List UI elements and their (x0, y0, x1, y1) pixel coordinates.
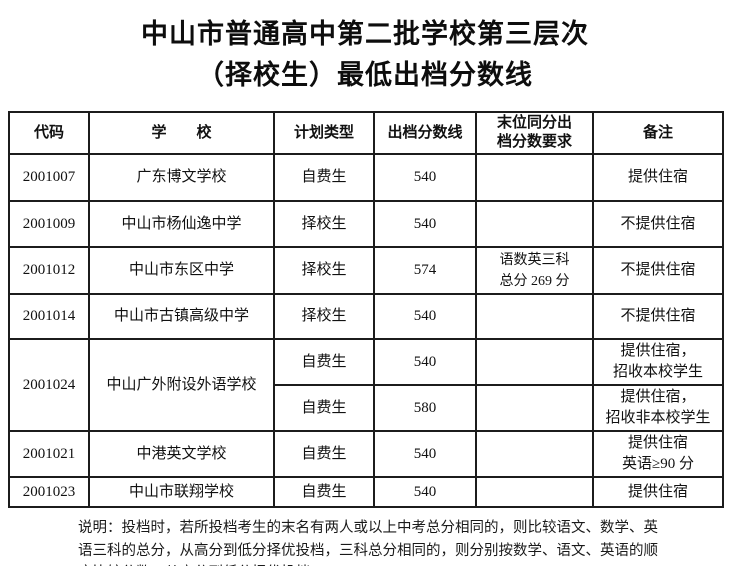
document-page: 中山市普通高中第二批学校第三层次 （择校生）最低出档分数线 代码 学 校 计划类… (0, 14, 730, 566)
score-cell: 574 (373, 246, 477, 295)
page-title-line-2: （择校生）最低出档分数线 (197, 60, 533, 90)
header-code: 代码 (8, 111, 90, 155)
plan-type-cell: 自费生 (273, 430, 375, 478)
school-cell: 中山市东区中学 (88, 246, 275, 295)
score-cell: 540 (373, 293, 477, 340)
score-cell: 580 (373, 384, 477, 432)
remark-cell: 不提供住宿 (592, 293, 724, 340)
remark-cell: 提供住宿， 招收非本校学生 (592, 384, 724, 432)
school-cell: 中山市联翔学校 (88, 476, 275, 508)
page-title-line-1: 中山市普通高中第二批学校第三层次 (141, 19, 589, 49)
school-cell: 中山市古镇高级中学 (88, 293, 275, 340)
tie-break-cell (475, 430, 594, 478)
score-cell: 540 (373, 153, 477, 202)
remark-cell: 不提供住宿 (592, 200, 724, 248)
header-school: 学 校 (88, 111, 275, 155)
school-cell: 广东博文学校 (88, 153, 275, 202)
plan-type-cell: 择校生 (273, 246, 375, 295)
remark-cell: 提供住宿 英语≥90 分 (592, 430, 724, 478)
plan-type-cell: 择校生 (273, 200, 375, 248)
code-cell: 2001014 (8, 293, 90, 340)
page-title: 中山市普通高中第二批学校第三层次 （择校生）最低出档分数线 (0, 14, 730, 96)
code-cell: 2001012 (8, 246, 90, 295)
plan-type-cell: 择校生 (273, 293, 375, 340)
notes-line-3: 序比较分数，从高分到低分择优投档。 (78, 562, 708, 566)
table-row: 2001024 中山广外附设外语学校 自费生 540 提供住宿， 招收本校学生 (8, 338, 724, 432)
plan-type-cell: 自费生 (273, 153, 375, 202)
table-row: 2001009 中山市杨仙逸中学 择校生 540 不提供住宿 (8, 200, 724, 248)
table-header-row: 代码 学 校 计划类型 出档分数线 末位同分出 档分数要求 备注 (8, 111, 724, 155)
notes: 说明：投档时，若所投档考生的末名有两人或以上中考总分相同的，则比较语文、数学、英… (78, 517, 708, 566)
table-row: 2001007 广东博文学校 自费生 540 提供住宿 (8, 153, 724, 202)
code-cell: 2001023 (8, 476, 90, 508)
tie-break-cell (475, 338, 594, 386)
score-table: 代码 学 校 计划类型 出档分数线 末位同分出 档分数要求 备注 2001007… (8, 111, 724, 508)
tie-break-cell: 语数英三科 总分 269 分 (475, 246, 594, 295)
tie-break-cell (475, 200, 594, 248)
school-cell: 中山市杨仙逸中学 (88, 200, 275, 248)
notes-line-1: 说明：投档时，若所投档考生的末名有两人或以上中考总分相同的，则比较语文、数学、英 (78, 520, 658, 536)
score-cell: 540 (373, 476, 477, 508)
code-cell: 2001009 (8, 200, 90, 248)
header-tie-break: 末位同分出 档分数要求 (475, 111, 594, 155)
tie-break-cell (475, 384, 594, 432)
school-cell: 中港英文学校 (88, 430, 275, 478)
table-row: 2001023 中山市联翔学校 自费生 540 提供住宿 (8, 476, 724, 508)
remark-cell: 不提供住宿 (592, 246, 724, 295)
plan-type-cell: 自费生 (273, 476, 375, 508)
table-row: 2001014 中山市古镇高级中学 择校生 540 不提供住宿 (8, 293, 724, 340)
score-cell: 540 (373, 200, 477, 248)
code-cell: 2001007 (8, 153, 90, 202)
remark-cell: 提供住宿 (592, 153, 724, 202)
table-row: 自费生 580 提供住宿， 招收非本校学生 (9, 384, 724, 432)
plan-type-cell: 自费生 (273, 338, 375, 386)
notes-line-2: 语三科的总分，从高分到低分择优投档，三科总分相同的，则分别按数学、语文、英语的顺 (78, 542, 658, 559)
score-cell: 540 (373, 430, 477, 478)
tie-break-cell (475, 153, 594, 202)
tie-break-cell (475, 476, 594, 508)
plan-type-cell: 自费生 (273, 384, 375, 432)
header-remark: 备注 (592, 111, 724, 155)
header-plan-type: 计划类型 (273, 111, 375, 155)
table-row: 2001021 中港英文学校 自费生 540 提供住宿 英语≥90 分 (8, 430, 724, 478)
score-cell: 540 (373, 338, 477, 386)
code-cell: 2001024 (8, 338, 90, 432)
header-score-line: 出档分数线 (373, 111, 477, 155)
tie-break-cell (475, 293, 594, 340)
school-cell: 中山广外附设外语学校 (88, 338, 275, 432)
table-row: 2001012 中山市东区中学 择校生 574 语数英三科 总分 269 分 不… (8, 246, 724, 295)
remark-cell: 提供住宿 (592, 476, 724, 508)
code-cell: 2001021 (8, 430, 90, 478)
remark-cell: 提供住宿， 招收本校学生 (592, 338, 724, 386)
